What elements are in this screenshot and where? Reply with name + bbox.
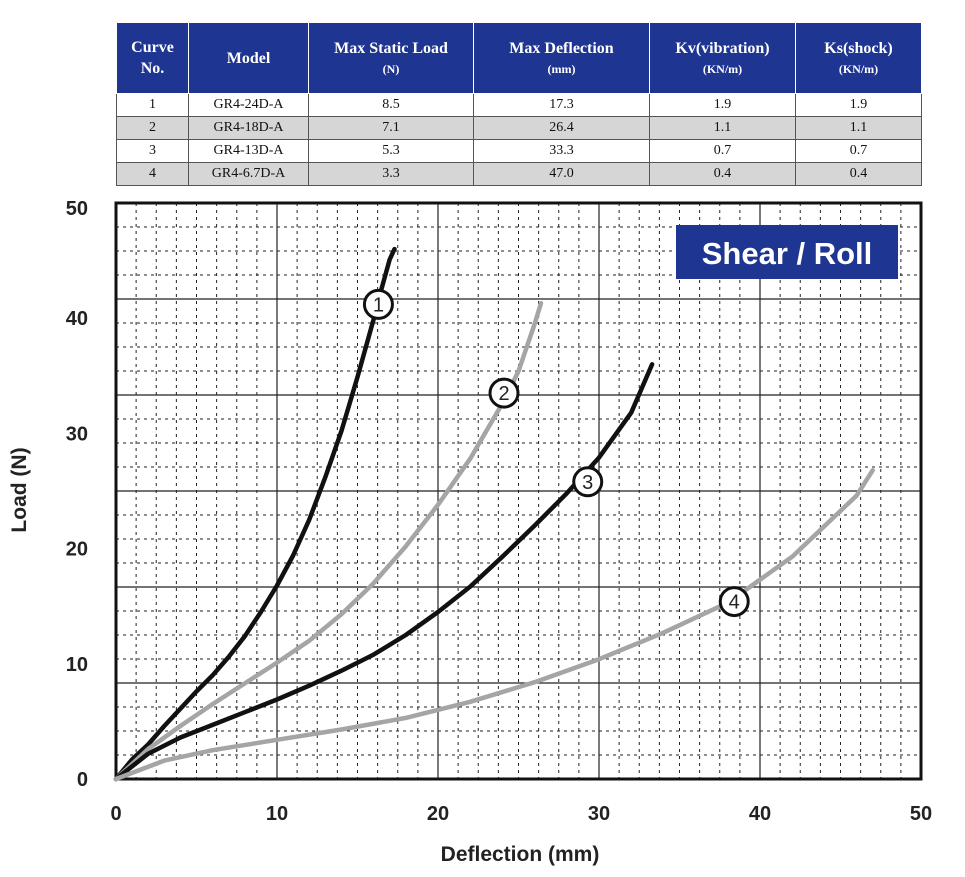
x-tick-label: 50 (910, 803, 932, 825)
y-tick-label: 10 (66, 654, 88, 676)
curve-marker-circle (362, 288, 394, 320)
header-unit: (mm) (547, 61, 576, 76)
table-row: 3 GR4-13D-A 5.3 33.3 0.7 0.7 (116, 139, 922, 163)
series-layer (113, 246, 875, 782)
curve-marker-circle (718, 586, 750, 618)
y-tick-label: 0 (77, 769, 88, 791)
table-cell: 3.3 (308, 162, 474, 186)
y-tick-labels: 0 10 20 30 40 50 (66, 198, 88, 791)
curve-markers: 1 2 3 4 (362, 288, 750, 618)
table-cell: 26.4 (473, 116, 650, 140)
x-tick-label: 40 (749, 803, 771, 825)
table-cell: 0.7 (649, 139, 796, 163)
table-cell: GR4-13D-A (188, 139, 309, 163)
x-axis-title: Deflection (mm) (441, 843, 600, 866)
header-max-deflection: Max Deflection (mm) (473, 22, 650, 94)
table-cell: 33.3 (473, 139, 650, 163)
curve-marker-label: 3 (582, 472, 593, 494)
x-tick-label: 30 (588, 803, 610, 825)
table-cell: 47.0 (473, 162, 650, 186)
curve-marker-label: 4 (729, 592, 740, 614)
spec-table: Curve No. Model Max Static Load (N) Max D… (116, 22, 922, 186)
chart-title: Shear / Roll (702, 236, 873, 271)
table-cell: 1.1 (649, 116, 796, 140)
x-tick-label: 20 (427, 803, 449, 825)
grid-major (116, 203, 921, 779)
table-cell: 1.9 (649, 93, 796, 117)
header-unit: (KN/m) (838, 61, 879, 76)
x-tick-label: 10 (266, 803, 288, 825)
curve-marker-4: 4 (718, 586, 750, 618)
header-unit: (KN/m) (702, 61, 743, 76)
plot-frame (114, 201, 923, 781)
curve-marker-circle (572, 466, 604, 498)
table-header-row: Curve No. Model Max Static Load (N) Max D… (116, 22, 922, 94)
table-cell: 17.3 (473, 93, 650, 117)
table-cell: 0.4 (795, 162, 922, 186)
table-row: 1 GR4-24D-A 8.5 17.3 1.9 1.9 (116, 93, 922, 117)
table-cell: 1.1 (795, 116, 922, 140)
header-max-static-load: Max Static Load (N) (308, 22, 474, 94)
table-cell: 0.7 (795, 139, 922, 163)
curve-marker-label: 2 (498, 383, 509, 405)
table-cell: 4 (116, 162, 189, 186)
series-line-1 (113, 246, 397, 782)
header-model: Model (188, 22, 309, 94)
x-tick-labels: 0 10 20 30 40 50 (110, 803, 932, 825)
curve-marker-circle (488, 377, 520, 409)
chart-title-badge: Shear / Roll (676, 225, 898, 279)
y-tick-label: 30 (66, 423, 88, 445)
table-row: 2 GR4-18D-A 7.1 26.4 1.1 1.1 (116, 116, 922, 140)
header-curve-no: Curve No. (116, 22, 189, 94)
chart-title-badge-bg (676, 225, 898, 279)
y-tick-label: 50 (66, 198, 88, 220)
curve-marker-1: 1 (362, 288, 394, 320)
y-tick-label: 40 (66, 308, 88, 330)
curve-marker-label: 1 (373, 294, 384, 316)
x-tick-label: 0 (110, 803, 121, 825)
y-tick-label: 20 (66, 539, 88, 561)
table-row: 4 GR4-6.7D-A 3.3 47.0 0.4 0.4 (116, 162, 922, 186)
table-cell: 1.9 (795, 93, 922, 117)
series-line-4 (113, 468, 875, 782)
curve-marker-2: 2 (488, 377, 520, 409)
header-ks-shock: Ks(shock) (KN/m) (795, 22, 922, 94)
y-axis-title: Load (N) (8, 447, 31, 532)
header-unit: (N) (382, 61, 400, 76)
series-line-3 (113, 362, 655, 782)
table-cell: 3 (116, 139, 189, 163)
curve-marker-3: 3 (572, 466, 604, 498)
table-cell: 0.4 (649, 162, 796, 186)
table-cell: GR4-24D-A (188, 93, 309, 117)
table-cell: 8.5 (308, 93, 474, 117)
